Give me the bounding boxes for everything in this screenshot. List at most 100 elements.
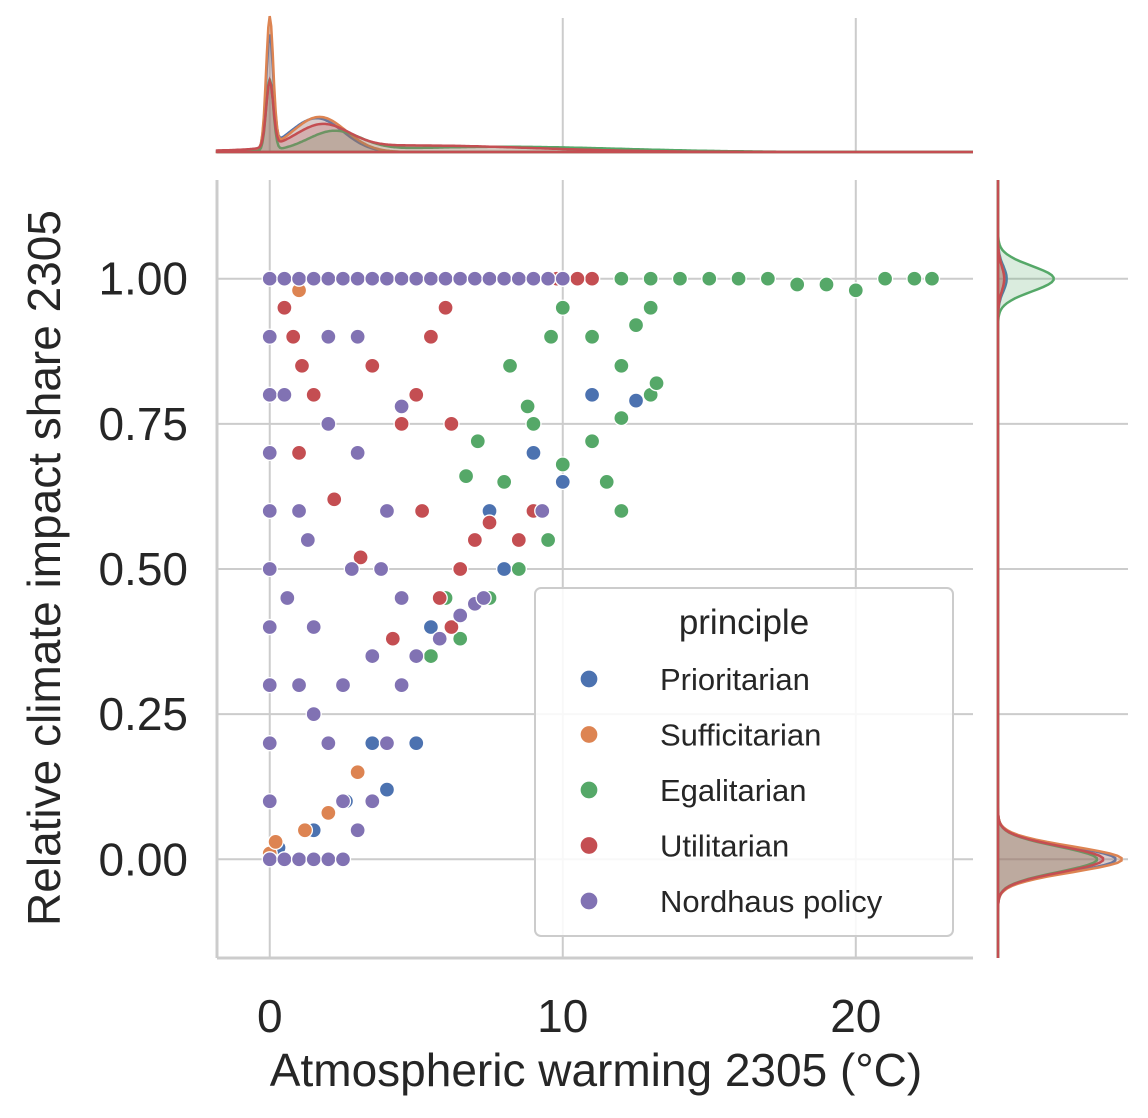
data-point	[510, 531, 527, 549]
right-marginal-grid	[998, 277, 1128, 861]
data-point	[818, 276, 835, 293]
legend-frame	[534, 587, 954, 937]
data-point	[539, 270, 557, 287]
data-point	[349, 822, 366, 839]
data-point	[583, 433, 601, 450]
data-point	[583, 328, 601, 345]
legend-label: Nordhaus policy	[660, 884, 883, 919]
data-point	[305, 705, 322, 723]
data-point	[510, 270, 527, 287]
data-point	[452, 607, 469, 624]
data-point	[305, 386, 322, 403]
data-point	[334, 793, 352, 810]
data-point	[364, 735, 381, 752]
y-tick-label: 0.25	[98, 688, 188, 740]
data-point	[293, 357, 311, 374]
data-point	[466, 531, 484, 549]
data-point	[364, 793, 381, 810]
data-point	[613, 270, 630, 287]
data-point	[290, 851, 308, 868]
data-point	[906, 270, 923, 287]
data-point	[378, 735, 396, 752]
data-point	[569, 270, 586, 287]
y-tick-label: 1.00	[98, 253, 188, 305]
data-point	[408, 386, 425, 403]
data-point	[393, 589, 410, 607]
data-point	[422, 328, 440, 345]
data-point	[334, 851, 352, 868]
data-point	[501, 357, 519, 374]
data-point	[261, 618, 278, 636]
data-point	[334, 270, 352, 287]
y-axis-title: Relative climate impact share 2305	[18, 210, 70, 926]
data-point	[299, 531, 316, 549]
data-point	[422, 270, 440, 287]
data-point	[384, 630, 401, 647]
data-point	[408, 735, 425, 752]
legend-label: Sufficitarian	[660, 718, 821, 753]
data-point	[847, 282, 864, 299]
data-point	[393, 415, 410, 433]
data-point	[554, 299, 571, 316]
legend-label: Utilitarian	[660, 829, 789, 864]
data-point	[296, 822, 314, 839]
data-point	[290, 676, 308, 694]
data-point	[759, 270, 777, 287]
data-point	[923, 270, 941, 287]
data-point	[349, 444, 366, 462]
data-point	[320, 270, 337, 287]
data-point	[598, 473, 615, 491]
data-point	[422, 647, 440, 665]
top-kde-curve	[215, 76, 973, 154]
legend: principle Prioritarian Sufficitarian Egali…	[534, 587, 954, 937]
data-point	[457, 467, 475, 485]
data-point	[789, 276, 806, 293]
data-point	[475, 589, 492, 607]
data-point	[276, 386, 293, 403]
x-tick-label: 10	[537, 990, 588, 1042]
data-point	[648, 375, 665, 392]
data-point	[267, 833, 284, 851]
data-point	[305, 270, 322, 287]
data-point	[496, 270, 513, 287]
data-point	[393, 676, 410, 694]
data-point	[452, 270, 469, 287]
data-point	[276, 270, 293, 287]
data-point	[525, 270, 542, 287]
data-point	[583, 386, 601, 403]
data-point	[613, 409, 630, 427]
legend-items: Prioritarian Sufficitarian Egalitarian Util…	[579, 662, 883, 919]
x-tick-label: 0	[257, 990, 283, 1042]
y-tick-label: 0.00	[98, 833, 188, 885]
data-point	[481, 514, 498, 531]
data-point	[320, 851, 337, 868]
right-marginal-kde	[996, 180, 1123, 958]
data-point	[261, 386, 278, 403]
data-point	[452, 630, 469, 647]
data-point	[290, 270, 308, 287]
data-point	[542, 328, 560, 345]
data-point	[393, 270, 410, 287]
data-point	[408, 647, 425, 665]
legend-marker	[579, 669, 599, 689]
data-point	[519, 398, 536, 415]
data-point	[469, 433, 486, 450]
data-point	[701, 270, 718, 287]
data-point	[320, 415, 337, 433]
data-point	[496, 473, 513, 491]
data-point	[279, 589, 296, 607]
top-marginal-kde	[215, 15, 973, 154]
data-point	[261, 735, 278, 752]
data-point	[378, 502, 396, 520]
data-point	[276, 851, 293, 868]
data-point	[261, 676, 278, 694]
data-point	[510, 560, 527, 578]
legend-label: Egalitarian	[660, 773, 806, 808]
legend-marker	[579, 891, 599, 911]
data-point	[349, 328, 366, 345]
data-point	[730, 270, 747, 287]
legend-marker	[579, 835, 599, 856]
data-point	[481, 270, 498, 287]
data-point	[496, 560, 513, 578]
data-point	[583, 270, 601, 287]
